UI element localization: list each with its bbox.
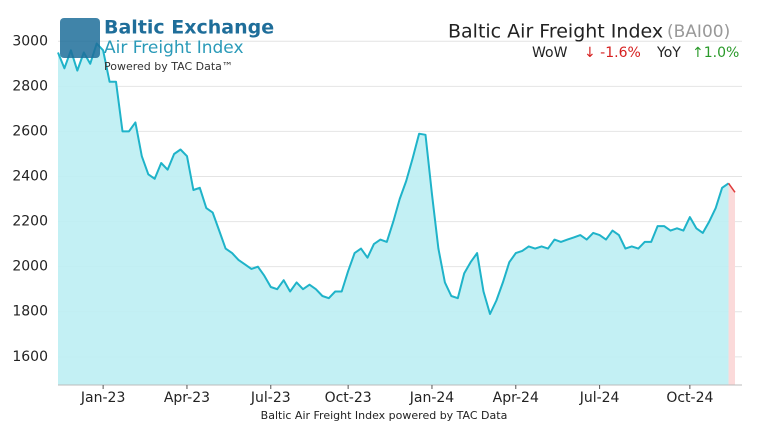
- x-tick-label: Jul-23: [250, 390, 291, 406]
- y-tick-label: 2000: [12, 259, 48, 275]
- yoy-value: ↑1.0%: [692, 45, 739, 61]
- logo-powered: Powered by TAC Data™: [104, 60, 233, 73]
- x-tick-label: Oct-23: [325, 390, 372, 406]
- line: [57, 42, 730, 315]
- y-tick-label: 2400: [12, 169, 48, 185]
- y-tick-label: 1800: [12, 304, 48, 320]
- chart-title: Baltic Air Freight Index: [448, 21, 663, 43]
- y-tick-label: 2600: [12, 123, 48, 139]
- x-tick-label: Jan-24: [409, 390, 455, 406]
- x-axis-label: Baltic Air Freight Index powered by TAC …: [261, 409, 508, 422]
- y-tick-label: 2800: [12, 78, 48, 94]
- area: [58, 43, 729, 385]
- last-line: [727, 182, 736, 193]
- x-tick-label: Jul-24: [579, 390, 620, 406]
- plot: 1600 1800 2000 2200 2400 2600 2800 3000 Jan-23 Ap…: [12, 33, 742, 406]
- y-tick-label: 3000: [12, 33, 48, 49]
- logo-mark: [60, 18, 100, 58]
- y-tick-label: 2200: [12, 214, 48, 230]
- wow-label: WoW: [532, 45, 568, 61]
- wow-value: ↓ -1.6%: [584, 45, 641, 61]
- last-area: [728, 183, 735, 385]
- logo-title: Baltic Exchange: [104, 17, 274, 39]
- title-code: (BAI00): [667, 22, 730, 42]
- x-tick-label: Jan-23: [80, 390, 125, 406]
- y-tick-label: 1600: [12, 349, 48, 365]
- yoy-label: YoY: [656, 45, 681, 61]
- logo-subtitle: Air Freight Index: [104, 38, 244, 58]
- x-tick-label: Oct-24: [666, 390, 713, 406]
- x-tick-label: Apr-23: [164, 390, 210, 406]
- x-tick-label: Apr-24: [493, 390, 539, 406]
